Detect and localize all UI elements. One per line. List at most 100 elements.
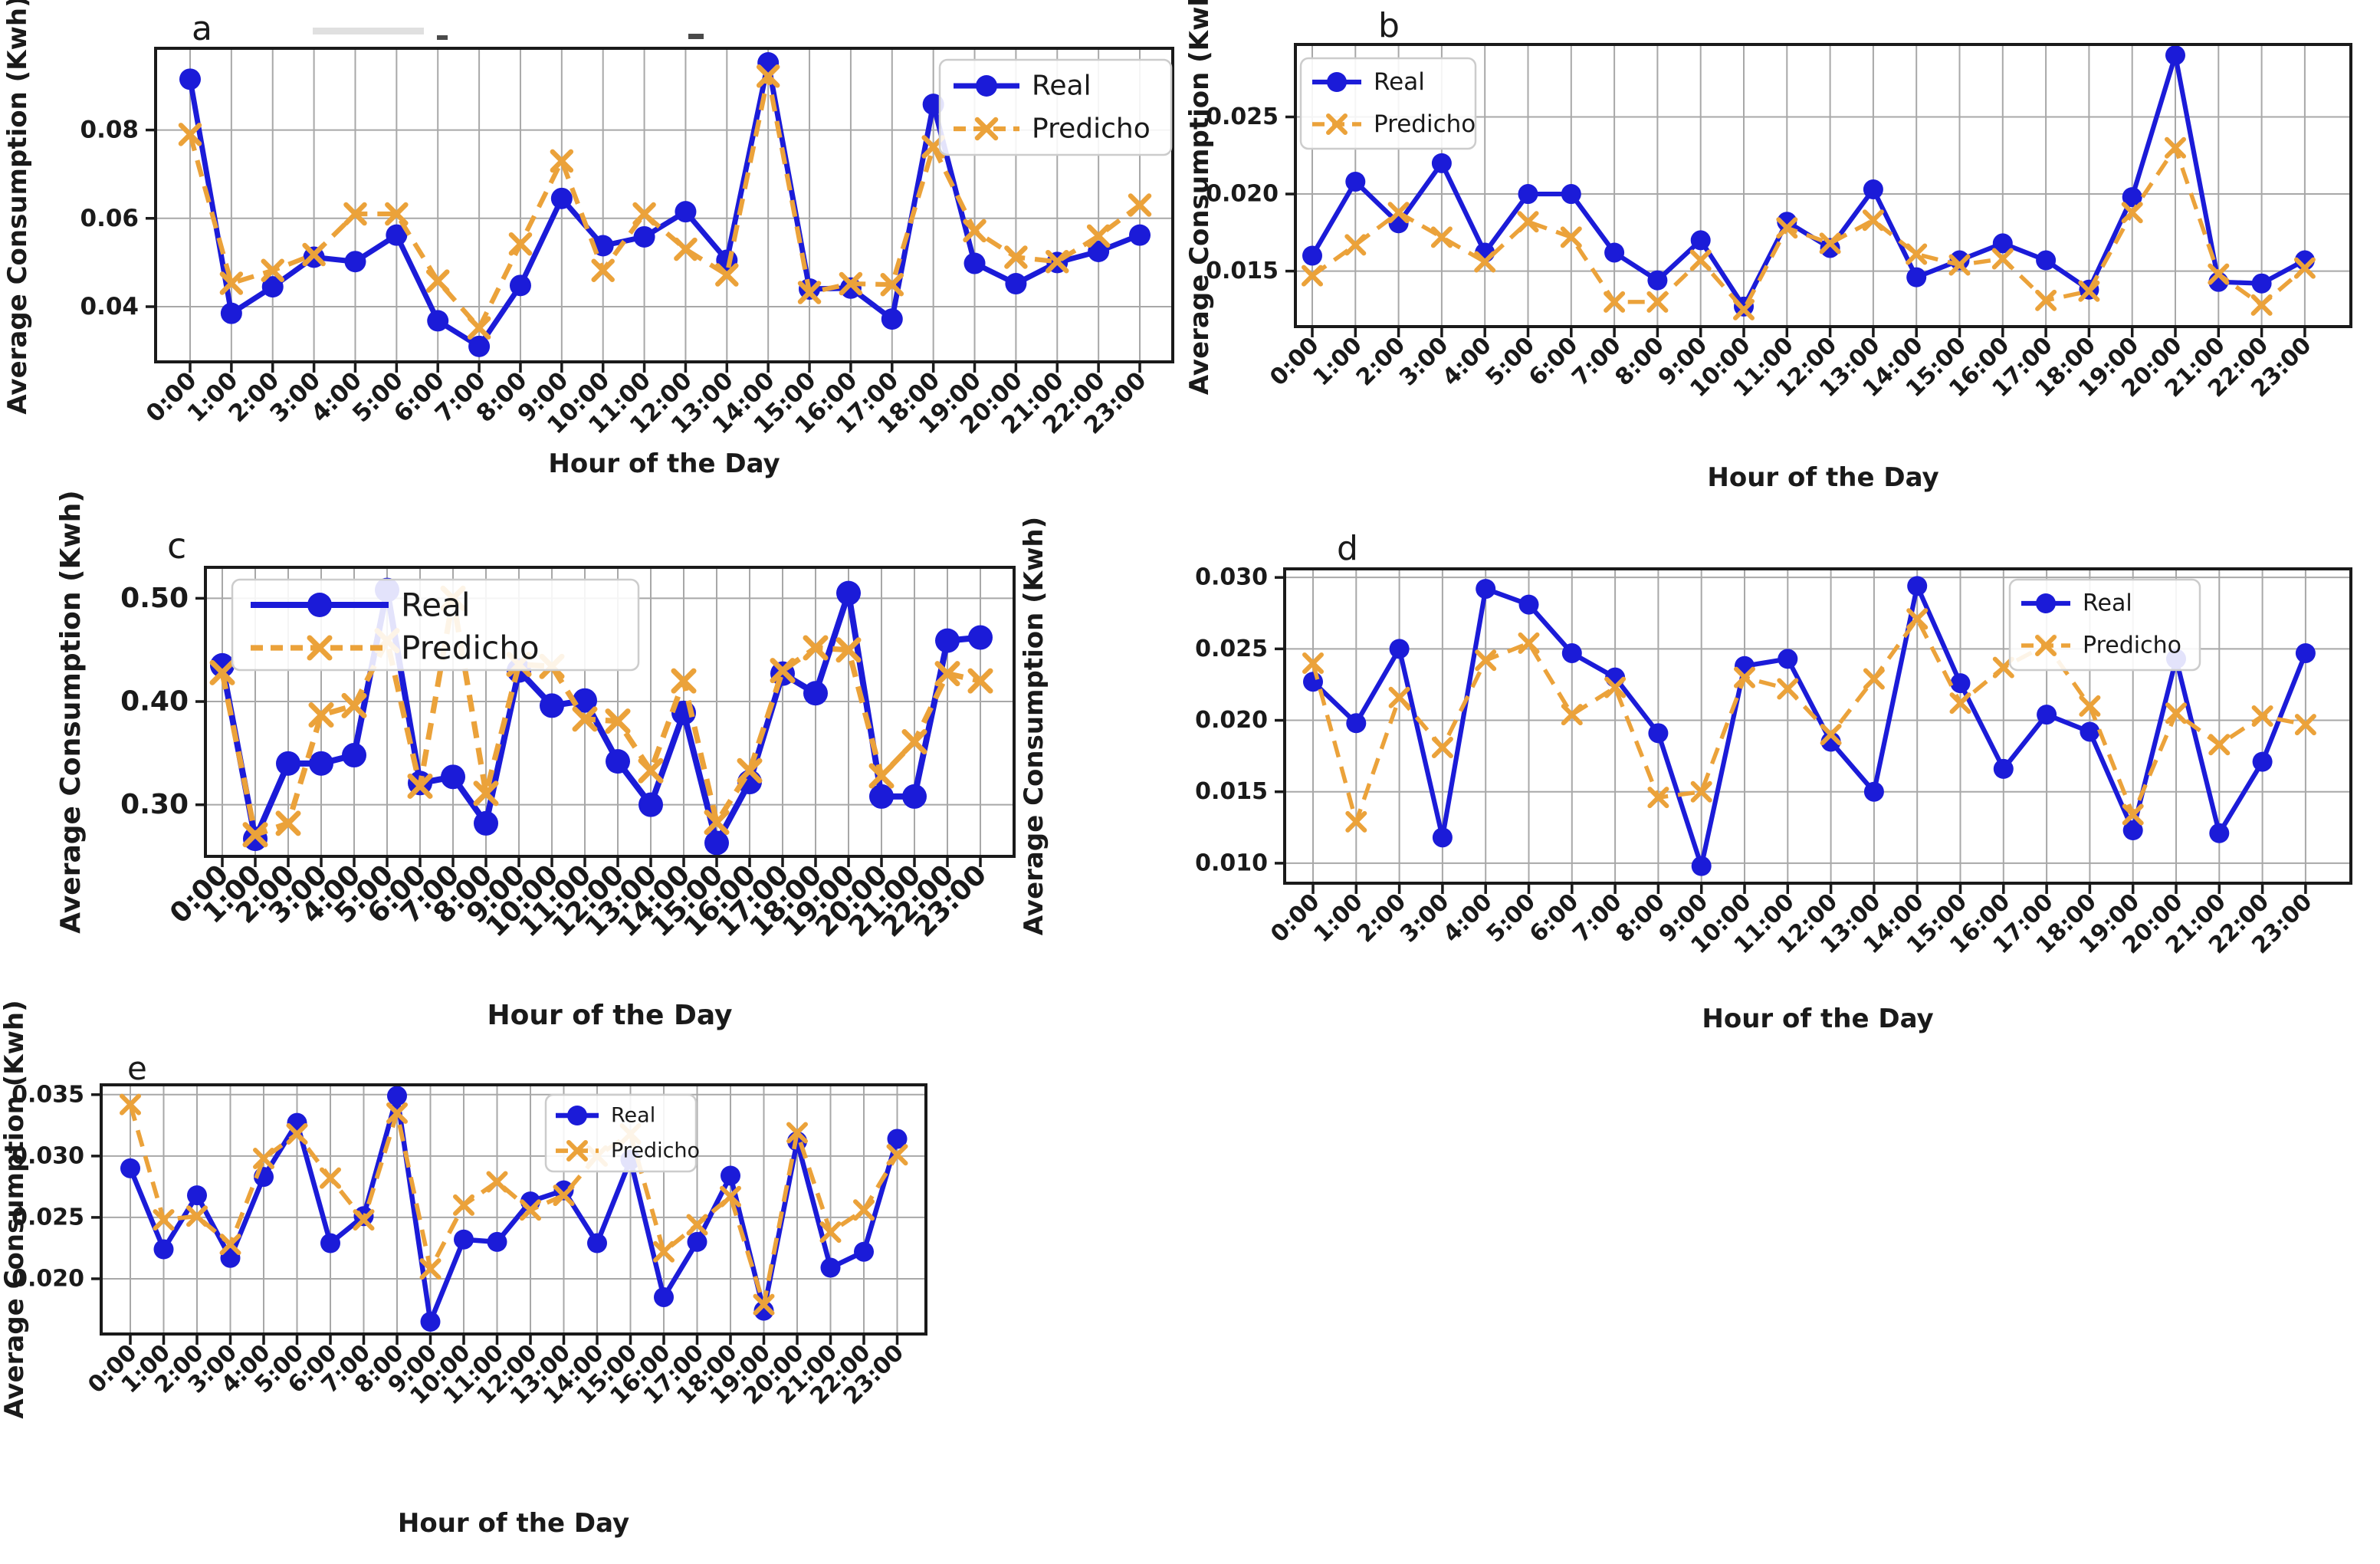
predicho-marker <box>219 271 244 295</box>
y-tick-label: 0.08 <box>80 117 140 144</box>
series-predicho <box>120 1093 908 1316</box>
real-marker <box>2251 273 2272 294</box>
axis-ticks <box>195 596 982 867</box>
real-marker <box>1992 233 2013 254</box>
real-marker <box>1691 856 1712 876</box>
x-axis-label: Hour of the Day <box>398 1508 629 1539</box>
x-tick-label: 2:00 <box>1352 889 1412 948</box>
predicho-marker <box>2078 280 2100 302</box>
panel-e: 0.0200.0250.0300.0350:001:002:003:004:00… <box>0 1000 927 1539</box>
real-marker <box>935 628 960 653</box>
real-marker <box>220 1247 241 1268</box>
real-marker <box>320 1233 340 1254</box>
predicho-marker <box>320 1167 341 1189</box>
real-marker <box>1518 184 1538 205</box>
predicho-marker <box>1086 224 1111 248</box>
predicho-marker <box>704 810 730 836</box>
real-marker <box>1088 240 1110 262</box>
real-marker <box>344 251 366 273</box>
predicho-marker <box>671 668 697 694</box>
real-marker <box>1647 270 1668 291</box>
x-tick-label: 6:00 <box>1525 889 1584 948</box>
predicho-marker <box>286 1123 308 1145</box>
predicho-marker <box>1991 248 2014 270</box>
y-tick-label: 0.025 <box>1206 104 1279 130</box>
real-marker <box>2165 45 2185 66</box>
y-tick-label: 0.04 <box>80 293 140 320</box>
panel-c: 0.300.400.500:001:002:003:004:005:006:00… <box>55 490 1016 1031</box>
y-axis-label: Average Consumption (Kwh) <box>55 490 87 933</box>
predicho-marker <box>686 1214 708 1236</box>
plot-border <box>1283 567 2352 885</box>
artifact-dash <box>437 35 448 40</box>
real-marker <box>2122 820 2143 841</box>
artifact-dash <box>688 34 704 39</box>
predicho-marker <box>2035 289 2057 311</box>
predicho-line <box>219 595 981 838</box>
real-marker <box>153 1239 174 1260</box>
x-tick-label: 5:00 <box>1482 889 1541 948</box>
real-marker <box>633 225 655 248</box>
predicho-marker <box>835 637 862 663</box>
predicho-marker <box>2251 705 2273 727</box>
predicho-marker <box>803 635 829 661</box>
artifact-smudge <box>313 28 424 34</box>
y-tick-label: 0.06 <box>80 205 140 232</box>
predicho-marker <box>1475 649 1497 672</box>
real-marker <box>922 94 944 116</box>
predicho-marker <box>473 780 499 807</box>
real-marker <box>1005 273 1027 295</box>
real-marker <box>803 681 828 706</box>
real-marker <box>721 1165 740 1186</box>
axis-ticks <box>91 1093 899 1345</box>
y-tick-label: 0.020 <box>1195 707 1268 734</box>
predicho-marker <box>2121 202 2143 224</box>
predicho-marker <box>1431 736 1453 758</box>
x-tick-label: 3:00 <box>1395 889 1455 948</box>
artifact-marks <box>313 28 704 40</box>
real-marker <box>654 1286 674 1307</box>
predicho-marker <box>786 1122 808 1144</box>
legend-label-predicho: Predicho <box>1374 110 1476 138</box>
predicho-marker <box>1906 243 1928 265</box>
real-marker <box>854 1241 874 1262</box>
predicho-marker <box>715 263 739 287</box>
predicho-marker <box>572 706 598 732</box>
predicho-marker <box>1604 676 1627 698</box>
x-tick-label: 8:00 <box>1611 889 1671 948</box>
predicho-marker <box>1949 692 1971 715</box>
predicho-marker <box>1689 249 1712 271</box>
real-marker <box>509 274 531 297</box>
predicho-marker <box>1777 678 1799 700</box>
predicho-marker <box>1604 291 1626 313</box>
real-marker <box>420 1311 441 1332</box>
x-tick-label: 7:00 <box>1568 889 1627 948</box>
real-marker <box>1777 212 1797 232</box>
real-marker <box>587 1233 607 1254</box>
predicho-marker <box>797 281 822 304</box>
predicho-marker <box>1646 291 1669 313</box>
real-marker <box>820 1257 841 1278</box>
real-marker <box>487 1231 507 1252</box>
predicho-marker <box>1733 298 1755 320</box>
predicho-marker <box>1474 251 1496 273</box>
predicho-marker <box>901 729 927 755</box>
predicho-marker <box>756 64 780 88</box>
real-marker <box>2080 721 2100 742</box>
predicho-marker <box>1518 632 1540 654</box>
predicho-marker <box>120 1093 141 1116</box>
real-marker <box>638 792 663 817</box>
real-marker <box>2037 705 2057 725</box>
predicho-marker <box>253 1148 274 1170</box>
predicho-marker <box>1128 193 1152 217</box>
predicho-marker <box>308 702 334 728</box>
legend-predicho-marker <box>2035 635 2057 656</box>
predicho-marker <box>1862 209 1884 232</box>
predicho-marker <box>1690 780 1712 803</box>
real-marker <box>1476 579 1496 600</box>
real-marker <box>963 252 986 274</box>
x-tick-label: 0:00 <box>1266 889 1325 948</box>
predicho-marker <box>632 202 656 226</box>
real-marker <box>1432 827 1453 848</box>
